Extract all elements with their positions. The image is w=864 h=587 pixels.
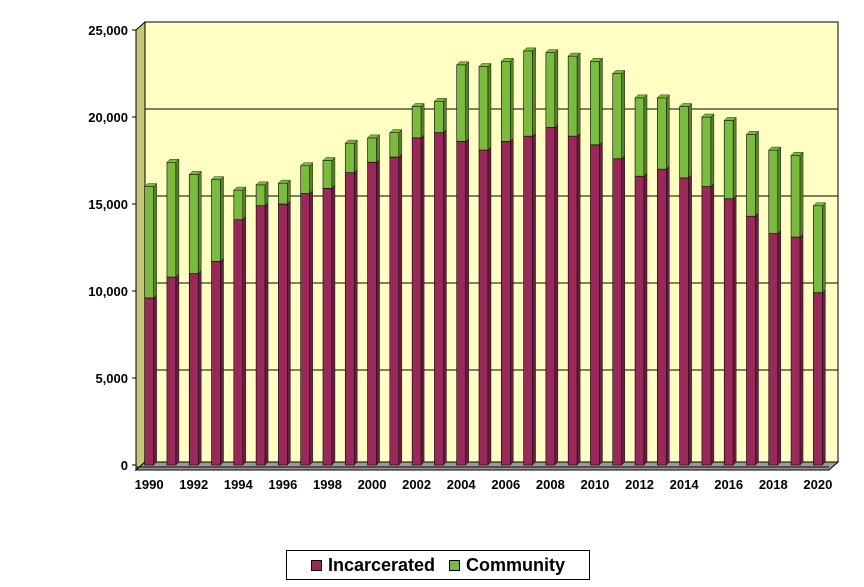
bar-community-2008: [545, 49, 559, 128]
x-tick-label-2000: 2000: [358, 477, 387, 492]
x-tick-label-2002: 2002: [402, 477, 431, 492]
bar-incarcerated-2004: [456, 137, 469, 466]
x-tick-label-2010: 2010: [580, 477, 609, 492]
bar-incarcerated-2018: [768, 230, 781, 466]
y-tick-label-25000: 25,000: [88, 23, 128, 38]
x-tick-label-1996: 1996: [268, 477, 297, 492]
bar-community-2004: [456, 61, 470, 142]
bar-incarcerated-2016: [723, 195, 737, 466]
bar-community-1997: [300, 162, 314, 195]
bar-community-2017: [746, 130, 759, 217]
bar-community-2003: [433, 97, 447, 134]
x-tick-label-2008: 2008: [536, 477, 565, 492]
bars: [144, 47, 826, 466]
bar-incarcerated-1996: [278, 200, 291, 466]
bar-community-1994: [233, 186, 247, 221]
bar-incarcerated-1990: [144, 294, 157, 466]
bar-incarcerated-1995: [255, 202, 269, 466]
bar-incarcerated-2011: [612, 155, 625, 466]
x-tick-label-1992: 1992: [179, 477, 208, 492]
bar-community-2014: [679, 103, 693, 179]
x-tick-label-2012: 2012: [625, 477, 654, 492]
bar-incarcerated-2013: [657, 165, 670, 466]
y-tick-label-5000: 5,000: [95, 371, 128, 386]
x-tick-label-2016: 2016: [714, 477, 743, 492]
y-tick-label-10000: 10,000: [88, 284, 128, 299]
legend-swatch-community: [449, 559, 461, 571]
y-tick-label-20000: 20,000: [88, 110, 128, 125]
x-tick-label-1994: 1994: [224, 477, 254, 492]
x-tick-label-1998: 1998: [313, 477, 342, 492]
bar-community-1995: [255, 181, 269, 207]
bar-community-2016: [723, 116, 737, 200]
bar-community-1993: [211, 176, 224, 262]
bar-community-1998: [322, 157, 336, 189]
bar-incarcerated-1993: [211, 257, 224, 466]
legend-item-community: Community: [449, 555, 565, 576]
bar-incarcerated-2001: [389, 153, 403, 466]
bar-incarcerated-2008: [545, 123, 559, 466]
legend: Incarcerated Community: [286, 550, 590, 580]
bar-community-2020: [812, 202, 826, 294]
bar-community-2013: [656, 94, 670, 170]
bar-community-2011: [612, 70, 626, 160]
bar-incarcerated-1994: [233, 216, 247, 466]
x-tick-label-2006: 2006: [491, 477, 520, 492]
bar-incarcerated-2019: [790, 233, 804, 466]
bar-community-2000: [367, 134, 381, 163]
bar-community-1990: [144, 183, 158, 299]
x-axis-ticks: 1990 1992 1994 1996 1998 2000 2002 2004 2006 2008…: [135, 466, 832, 492]
bar-incarcerated-2012: [634, 172, 648, 466]
x-tick-label-2004: 2004: [447, 477, 477, 492]
y-tick-label-0: 0: [121, 458, 128, 473]
bar-incarcerated-2000: [367, 158, 380, 466]
legend-label-community: Community: [466, 554, 566, 575]
bar-community-2002: [411, 103, 425, 139]
bar-incarcerated-1999: [344, 169, 358, 466]
bar-incarcerated-1997: [300, 190, 313, 466]
bar-community-2015: [701, 113, 715, 188]
bar-community-2012: [634, 94, 648, 177]
bar-community-2009: [567, 52, 581, 137]
x-tick-label-1990: 1990: [135, 477, 164, 492]
bar-community-1991: [166, 158, 180, 278]
bar-community-2010: [589, 57, 603, 146]
bar-community-1996: [277, 179, 291, 205]
plot-side-wall: [135, 20, 146, 472]
bar-community-1999: [344, 139, 358, 174]
bar-incarcerated-2007: [523, 132, 536, 466]
bar-community-2019: [790, 151, 804, 238]
bar-community-1992: [188, 170, 202, 275]
bar-community-2007: [523, 47, 537, 137]
x-tick-label-2014: 2014: [670, 477, 700, 492]
bar-community-2006: [500, 57, 514, 142]
bar-incarcerated-2010: [590, 141, 603, 466]
bar-incarcerated-1992: [188, 270, 202, 466]
bar-incarcerated-2002: [411, 134, 425, 466]
bar-community-2001: [389, 129, 403, 158]
bar-incarcerated-2005: [478, 146, 492, 466]
bar-incarcerated-1991: [166, 273, 180, 466]
bar-incarcerated-2014: [679, 174, 692, 466]
legend-label-incarcerated: Incarcerated: [327, 554, 436, 575]
y-axis-ticks: 0 5,000 10,000 15,000 20,000 25,000: [88, 23, 137, 473]
bar-incarcerated-2009: [567, 132, 581, 466]
bar-community-2005: [478, 63, 492, 151]
x-tick-label-2020: 2020: [803, 477, 832, 492]
bar-incarcerated-2006: [500, 137, 514, 466]
bar-incarcerated-1998: [322, 184, 336, 466]
legend-item-incarcerated: Incarcerated: [310, 554, 436, 576]
bar-incarcerated-2020: [813, 289, 826, 466]
x-tick-label-2018: 2018: [759, 477, 788, 492]
bar-incarcerated-2003: [434, 129, 447, 466]
legend-swatch-incarcerated: [310, 559, 322, 571]
bar-incarcerated-2017: [746, 212, 759, 466]
bar-community-2018: [768, 146, 782, 235]
bar-incarcerated-2015: [701, 183, 715, 466]
y-tick-label-15000: 15,000: [88, 197, 128, 212]
